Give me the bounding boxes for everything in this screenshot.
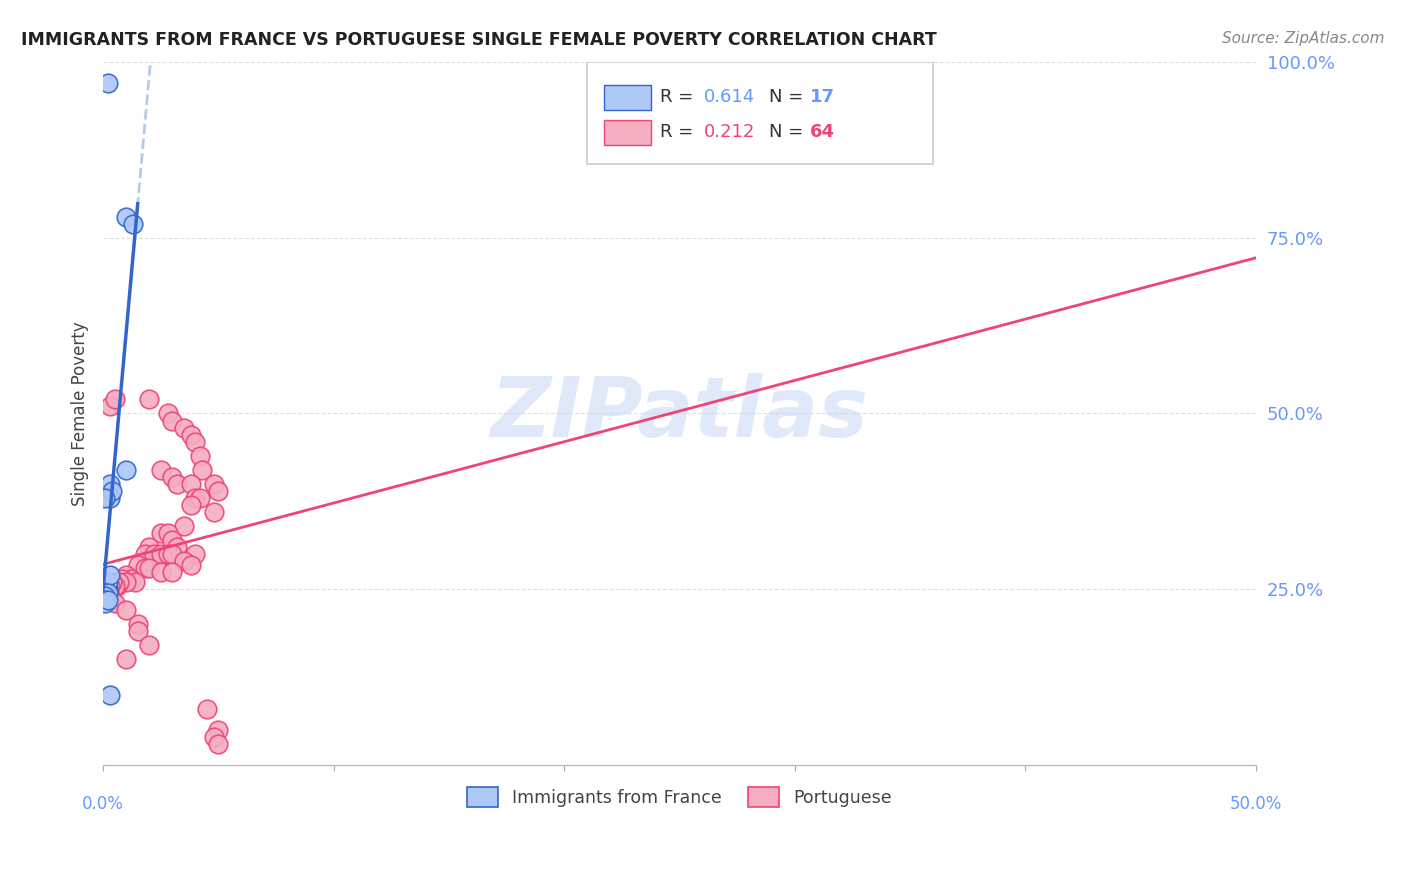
Text: N =: N =: [769, 123, 810, 142]
Point: [202, 476, 225, 491]
Text: R =: R =: [659, 88, 699, 106]
Point: [173, 554, 195, 568]
Point: [162, 565, 184, 579]
FancyBboxPatch shape: [605, 120, 651, 145]
Point: [94, 491, 117, 505]
Point: [162, 469, 184, 483]
Point: [98, 476, 121, 491]
Point: [195, 701, 218, 715]
Point: [98, 400, 121, 414]
Point: [104, 596, 127, 610]
FancyBboxPatch shape: [588, 62, 934, 164]
Point: [188, 449, 211, 463]
Point: [184, 434, 207, 449]
Point: [104, 392, 127, 407]
Point: [97, 585, 120, 599]
Point: [162, 413, 184, 427]
Point: [156, 525, 179, 540]
Point: [180, 427, 202, 442]
Point: [115, 603, 138, 617]
Point: [98, 688, 121, 702]
Point: [180, 498, 202, 512]
Point: [184, 491, 207, 505]
Point: [138, 639, 160, 653]
Point: [162, 533, 184, 547]
Point: [120, 572, 142, 586]
Point: [98, 491, 121, 505]
Point: [127, 558, 149, 572]
Point: [104, 579, 127, 593]
Point: [173, 519, 195, 533]
Point: [188, 491, 211, 505]
Point: [166, 540, 188, 554]
Point: [115, 652, 138, 666]
Point: [98, 579, 121, 593]
Point: [191, 463, 214, 477]
Point: [94, 592, 117, 607]
Point: [101, 575, 124, 590]
Point: [115, 575, 138, 590]
Point: [134, 547, 156, 561]
Point: [101, 483, 124, 498]
Point: [149, 547, 172, 561]
Point: [97, 592, 120, 607]
Point: [207, 723, 229, 737]
Point: [122, 217, 145, 231]
Point: [108, 575, 131, 590]
Point: [94, 589, 117, 603]
Point: [149, 463, 172, 477]
Point: [142, 547, 165, 561]
Point: [138, 561, 160, 575]
Point: [202, 505, 225, 519]
Point: [180, 476, 202, 491]
Point: [156, 407, 179, 421]
Point: [97, 575, 120, 590]
Point: [97, 76, 120, 90]
Text: IMMIGRANTS FROM FRANCE VS PORTUGUESE SINGLE FEMALE POVERTY CORRELATION CHART: IMMIGRANTS FROM FRANCE VS PORTUGUESE SIN…: [21, 31, 936, 49]
Text: ZIPatlas: ZIPatlas: [491, 373, 869, 454]
Point: [110, 572, 132, 586]
Point: [202, 730, 225, 744]
FancyBboxPatch shape: [605, 85, 651, 110]
Text: R =: R =: [659, 123, 699, 142]
Point: [115, 210, 138, 224]
Point: [105, 579, 128, 593]
Legend: Immigrants from France, Portuguese: Immigrants from France, Portuguese: [458, 779, 900, 816]
Text: 64: 64: [810, 123, 835, 142]
Point: [207, 737, 229, 751]
Point: [97, 585, 120, 599]
Text: 17: 17: [810, 88, 835, 106]
Text: 0.212: 0.212: [703, 123, 755, 142]
Point: [97, 582, 120, 597]
Point: [138, 540, 160, 554]
Text: 0.614: 0.614: [703, 88, 755, 106]
Point: [101, 592, 124, 607]
Point: [97, 582, 120, 597]
Point: [184, 547, 207, 561]
Point: [207, 483, 229, 498]
Point: [180, 558, 202, 572]
Point: [98, 568, 121, 582]
Point: [94, 582, 117, 597]
Text: 0.0%: 0.0%: [82, 796, 124, 814]
Point: [138, 392, 160, 407]
Point: [166, 476, 188, 491]
Point: [156, 547, 179, 561]
Point: [134, 561, 156, 575]
Point: [149, 565, 172, 579]
Point: [94, 596, 117, 610]
Text: Source: ZipAtlas.com: Source: ZipAtlas.com: [1222, 31, 1385, 46]
Text: 50.0%: 50.0%: [1229, 796, 1282, 814]
Point: [127, 617, 149, 632]
Point: [115, 463, 138, 477]
Y-axis label: Single Female Poverty: Single Female Poverty: [72, 321, 89, 506]
Point: [149, 525, 172, 540]
Point: [173, 420, 195, 434]
Point: [98, 589, 121, 603]
Point: [115, 568, 138, 582]
Point: [162, 547, 184, 561]
Point: [127, 624, 149, 639]
Point: [124, 575, 146, 590]
Text: N =: N =: [769, 88, 810, 106]
